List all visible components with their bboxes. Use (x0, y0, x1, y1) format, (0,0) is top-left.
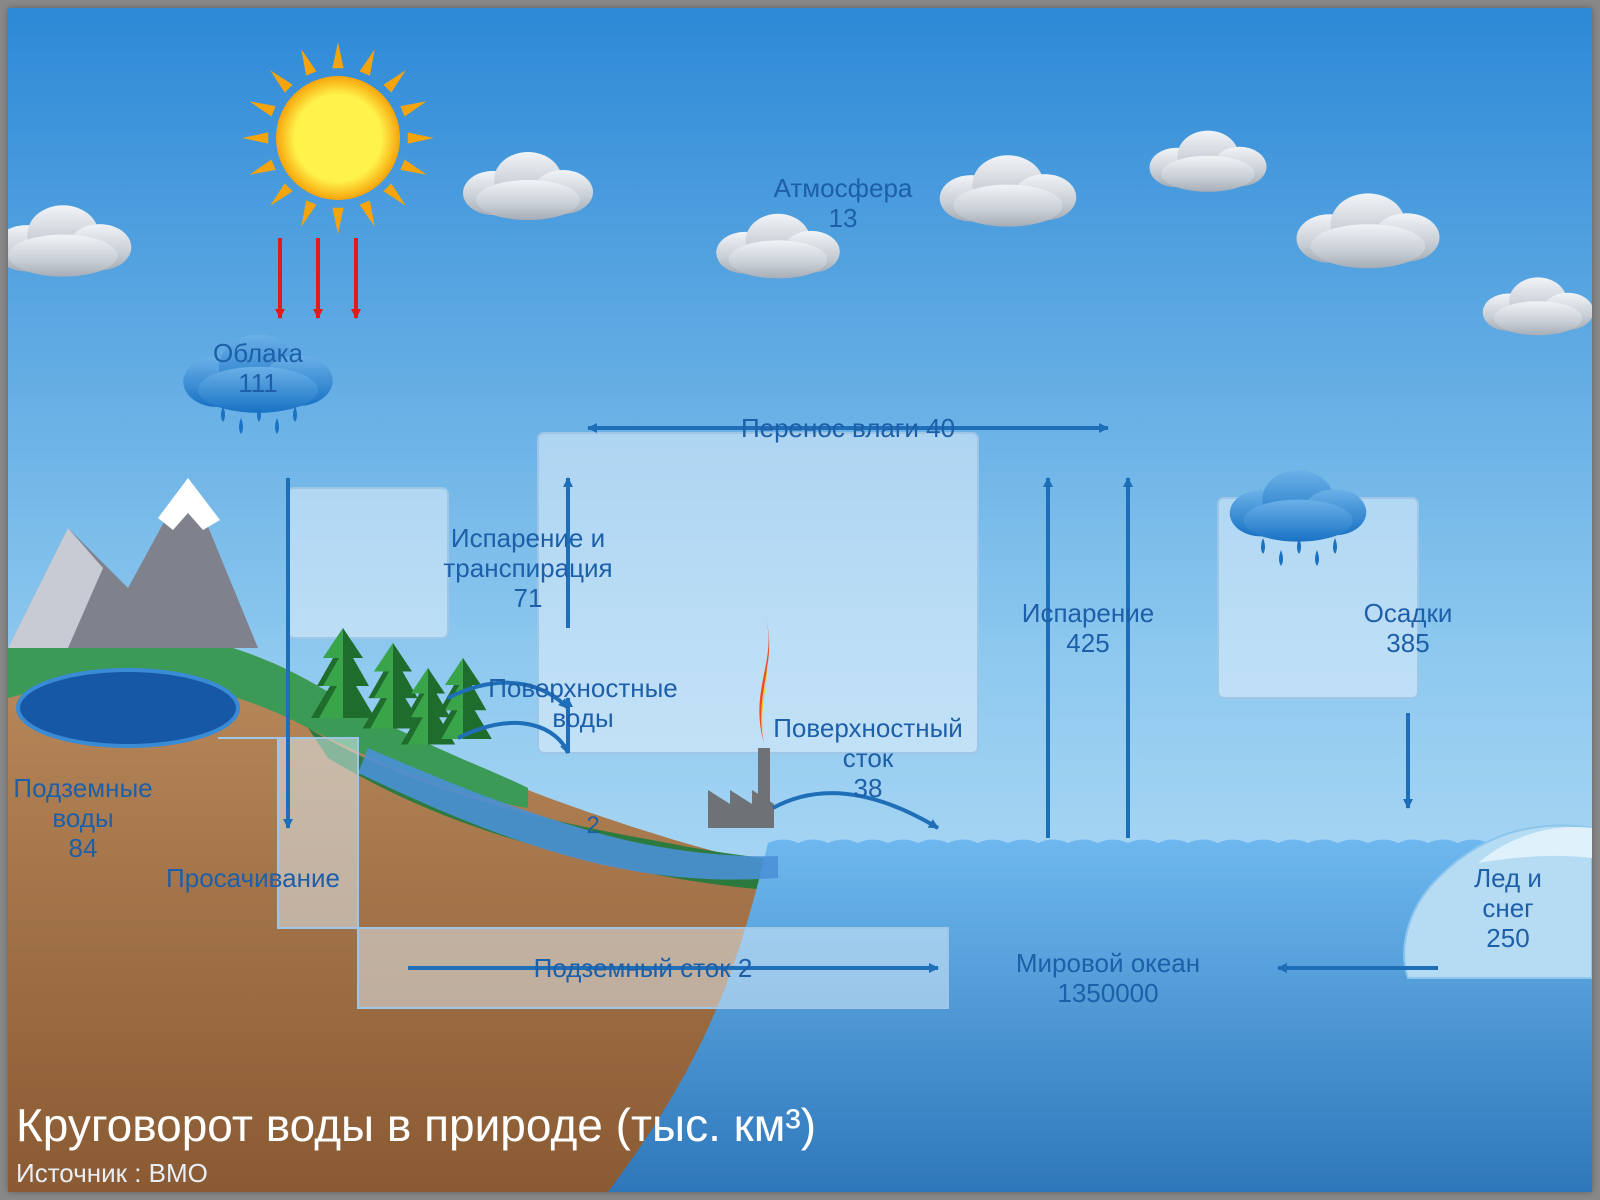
label-evap-trans-value: 71 (408, 584, 648, 614)
label-surface-waters: Поверхностные воды (463, 674, 703, 734)
label-evap-trans: Испарение и транспирация (408, 524, 648, 584)
label-surface-runoff-value: 38 (748, 774, 988, 804)
label-precip-value: 385 (1288, 629, 1528, 659)
diagram-title: Круговорот воды в природе (тыс. км³) (16, 1098, 816, 1152)
label-ocean-value: 1350000 (988, 979, 1228, 1009)
label-atmosphere-value: 13 (723, 204, 963, 234)
label-infiltration: Просачивание (133, 864, 373, 894)
label-ice: Лед и снег (1388, 864, 1592, 924)
label-atmosphere: Атмосфера (723, 174, 963, 204)
label-transport: Перенос влаги 40 (728, 414, 968, 444)
label-under-runoff: Подземный сток 2 (523, 954, 763, 984)
label-clouds-value: 111 (138, 369, 378, 399)
label-evaporation: Испарение (968, 599, 1208, 629)
label-precip: Осадки (1288, 599, 1528, 629)
label-groundwater-value: 84 (8, 834, 203, 864)
diagram-subtitle: Источник : ВМО (16, 1158, 208, 1189)
label-evaporation-value: 425 (968, 629, 1208, 659)
label-ocean: Мировой океан (988, 949, 1228, 979)
label-clouds: Облака (138, 339, 378, 369)
label-groundwater: Подземные воды (8, 774, 203, 834)
label-ice-value: 250 (1388, 924, 1592, 954)
label-surface-runoff: Поверхностный сток (748, 714, 988, 774)
label-surface-num: 2 (473, 812, 713, 840)
